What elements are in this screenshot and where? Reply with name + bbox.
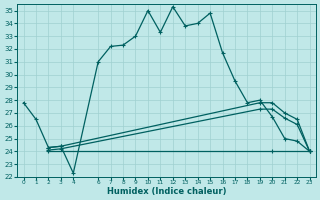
X-axis label: Humidex (Indice chaleur): Humidex (Indice chaleur) (107, 187, 226, 196)
